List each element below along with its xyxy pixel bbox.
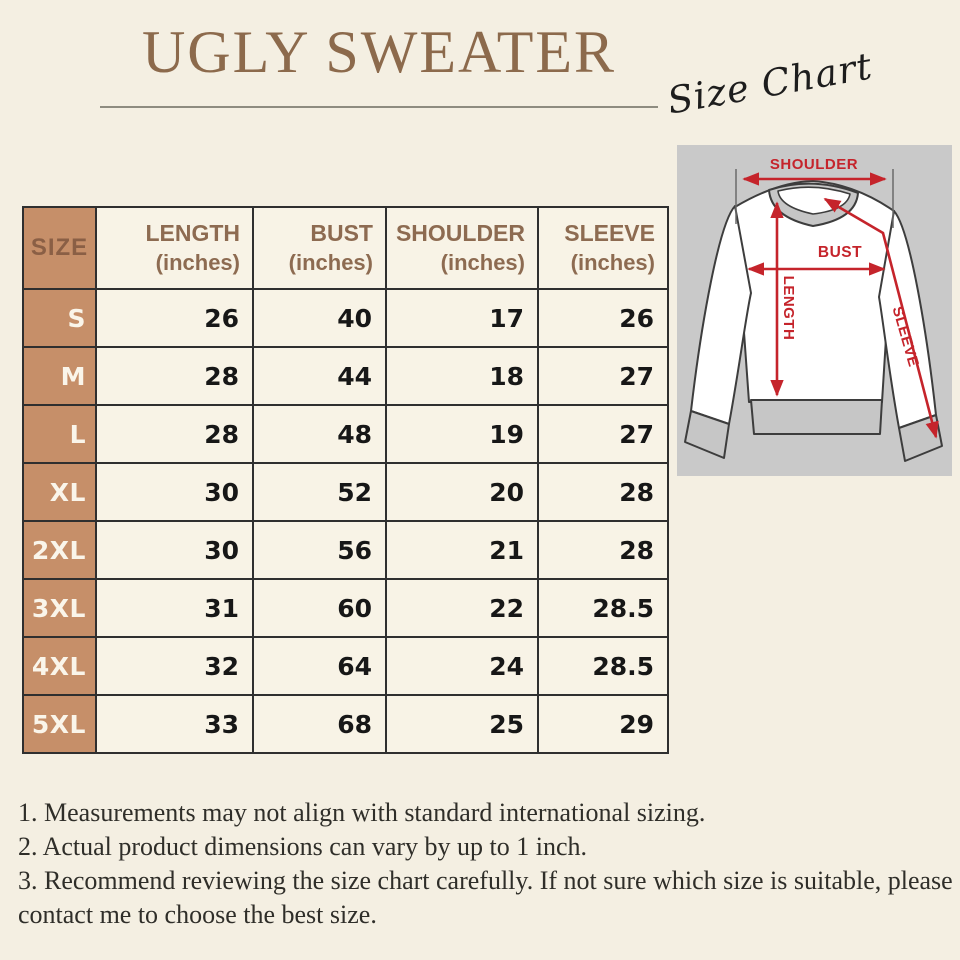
table-header-row: SIZE LENGTH (inches) BUST (inches) SHOUL…: [22, 206, 669, 290]
sleeve-arrow: [823, 197, 939, 439]
value-cell: 68: [252, 694, 387, 754]
table-row: L 28 48 19 27: [22, 404, 669, 464]
value-cell: 60: [252, 578, 387, 638]
value-cell: 40: [252, 288, 387, 348]
value-cell: 29: [537, 694, 669, 754]
value-cell: 56: [252, 520, 387, 580]
size-chart-script-label: Size Chart: [664, 44, 876, 123]
value-cell: 28.5: [537, 636, 669, 696]
length-label: LENGTH: [780, 276, 797, 341]
value-cell: 28: [537, 520, 669, 580]
notes: 1. Measurements may not align with stand…: [18, 796, 953, 932]
shoulder-label: SHOULDER: [770, 156, 858, 173]
size-header-cell: SIZE: [22, 206, 97, 290]
value-cell: 27: [537, 404, 669, 464]
note-line: contact me to choose the best size.: [18, 900, 377, 929]
value-cell: 52: [252, 462, 387, 522]
value-cell: 28: [95, 404, 254, 464]
size-cell: XL: [22, 462, 97, 522]
value-cell: 30: [95, 462, 254, 522]
table-row: XL 30 52 20 28: [22, 462, 669, 522]
value-cell: 32: [95, 636, 254, 696]
bust-label: BUST: [818, 244, 862, 261]
unit-label: (inches): [155, 249, 240, 275]
size-cell: 3XL: [22, 578, 97, 638]
value-cell: 26: [537, 288, 669, 348]
size-cell: 5XL: [22, 694, 97, 754]
value-cell: 48: [252, 404, 387, 464]
value-cell: 64: [252, 636, 387, 696]
table-row: 4XL 32 64 24 28.5: [22, 636, 669, 696]
value-cell: 28: [95, 346, 254, 406]
size-cell: L: [22, 404, 97, 464]
size-cell: S: [22, 288, 97, 348]
size-cell: 2XL: [22, 520, 97, 580]
size-table: SIZE LENGTH (inches) BUST (inches) SHOUL…: [22, 206, 669, 754]
size-cell: M: [22, 346, 97, 406]
table-row: 3XL 31 60 22 28.5: [22, 578, 669, 638]
value-cell: 30: [95, 520, 254, 580]
column-header-bust: BUST (inches): [252, 206, 387, 290]
sweater-hem: [750, 399, 883, 435]
table-row: 2XL 30 56 21 28: [22, 520, 669, 580]
value-cell: 27: [537, 346, 669, 406]
value-cell: 19: [385, 404, 539, 464]
title-divider: [100, 106, 658, 108]
column-header-shoulder: SHOULDER (inches): [385, 206, 539, 290]
value-cell: 18: [385, 346, 539, 406]
sweater-diagram-panel: SHOULDER BUST LENGTH SLEEVE: [677, 145, 952, 476]
column-header-sleeve: SLEEVE (inches): [537, 206, 669, 290]
note-line: 1. Measurements may not align with stand…: [18, 798, 706, 827]
value-cell: 21: [385, 520, 539, 580]
value-cell: 44: [252, 346, 387, 406]
value-cell: 26: [95, 288, 254, 348]
note-line: 3. Recommend reviewing the size chart ca…: [18, 866, 953, 895]
note-line: 2. Actual product dimensions can vary by…: [18, 832, 588, 861]
page-title: UGLY SWEATER: [141, 19, 617, 85]
unit-label: (inches): [570, 249, 655, 275]
sweater-measurement-diagram: SHOULDER BUST LENGTH SLEEVE: [684, 156, 943, 462]
sweater-left-sleeve: [690, 205, 752, 425]
table-row: M 28 44 18 27: [22, 346, 669, 406]
value-cell: 28.5: [537, 578, 669, 638]
value-cell: 28: [537, 462, 669, 522]
column-label: BUST: [310, 219, 373, 246]
value-cell: 24: [385, 636, 539, 696]
table-row: S 26 40 17 26: [22, 288, 669, 348]
table-row: 5XL 33 68 25 29: [22, 694, 669, 754]
column-header-length: LENGTH (inches): [95, 206, 254, 290]
sweater-left-cuff: [684, 410, 730, 459]
value-cell: 22: [385, 578, 539, 638]
value-cell: 25: [385, 694, 539, 754]
value-cell: 17: [385, 288, 539, 348]
unit-label: (inches): [288, 249, 373, 275]
value-cell: 20: [385, 462, 539, 522]
size-cell: 4XL: [22, 636, 97, 696]
unit-label: (inches): [440, 249, 525, 275]
column-label: SHOULDER: [395, 219, 525, 246]
value-cell: 31: [95, 578, 254, 638]
value-cell: 33: [95, 694, 254, 754]
column-label: SLEEVE: [564, 219, 655, 246]
column-label: LENGTH: [145, 219, 240, 246]
